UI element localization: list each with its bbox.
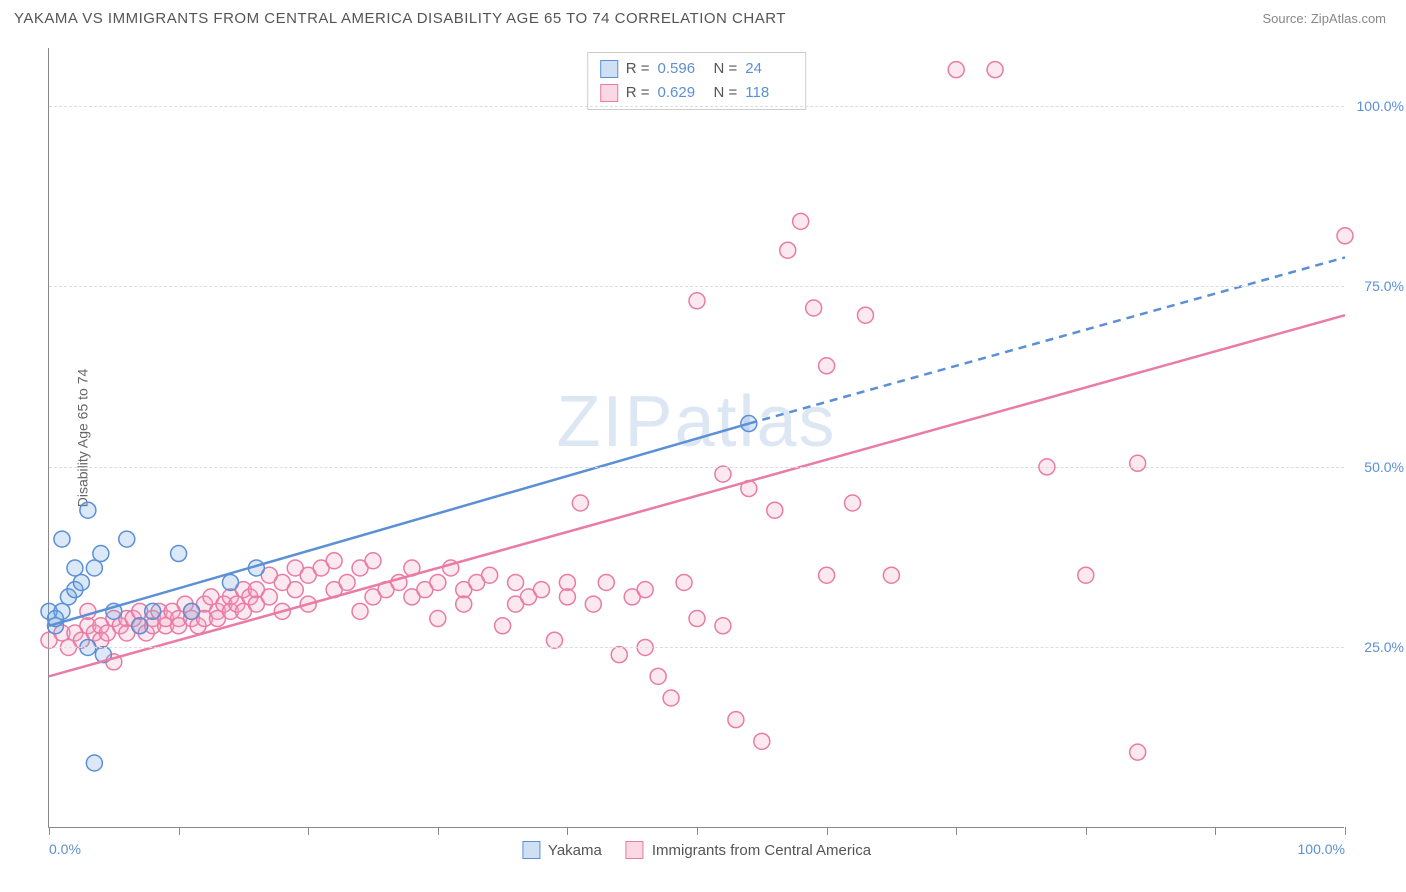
grid-line <box>49 106 1344 107</box>
chart-header: YAKAMA VS IMMIGRANTS FROM CENTRAL AMERIC… <box>0 0 1406 33</box>
y-tick-label: 50.0% <box>1364 459 1404 475</box>
x-tick <box>827 827 828 835</box>
y-tick-label: 100.0% <box>1357 98 1404 114</box>
legend-swatch-yakama <box>522 841 540 859</box>
stats-row-yakama: R = 0.596 N = 24 <box>600 57 794 81</box>
chart-source: Source: ZipAtlas.com <box>1262 11 1386 26</box>
x-tick-label: 0.0% <box>49 841 81 857</box>
legend-item-immigrants: Immigrants from Central America <box>626 841 871 859</box>
stat-n-label: N = <box>714 81 738 105</box>
legend-label-yakama: Yakama <box>548 842 602 859</box>
stat-r-label: R = <box>626 81 650 105</box>
y-tick-label: 75.0% <box>1364 278 1404 294</box>
x-tick <box>49 827 50 835</box>
stat-n-value-immigrants: 118 <box>745 81 793 105</box>
grid-line <box>49 647 1344 648</box>
legend-label-immigrants: Immigrants from Central America <box>652 842 871 859</box>
swatch-yakama <box>600 60 618 78</box>
legend-swatch-immigrants <box>626 841 644 859</box>
y-tick-label: 25.0% <box>1364 639 1404 655</box>
grid-line <box>49 286 1344 287</box>
swatch-immigrants <box>600 84 618 102</box>
grid-line <box>49 467 1344 468</box>
legend-item-yakama: Yakama <box>522 841 602 859</box>
stats-box: R = 0.596 N = 24 R = 0.629 N = 118 <box>587 52 807 110</box>
stat-r-value-yakama: 0.596 <box>658 57 706 81</box>
x-tick-label: 100.0% <box>1298 841 1345 857</box>
x-tick <box>697 827 698 835</box>
stat-r-value-immigrants: 0.629 <box>658 81 706 105</box>
chart-svg <box>49 48 1344 827</box>
chart-title: YAKAMA VS IMMIGRANTS FROM CENTRAL AMERIC… <box>14 10 786 27</box>
chart-plot-area: Disability Age 65 to 74 ZIPatlas R = 0.5… <box>48 48 1344 828</box>
bottom-legend: Yakama Immigrants from Central America <box>522 841 871 859</box>
x-tick <box>1345 827 1346 835</box>
x-tick <box>308 827 309 835</box>
x-tick <box>1215 827 1216 835</box>
stat-n-value-yakama: 24 <box>745 57 793 81</box>
stat-r-label: R = <box>626 57 650 81</box>
x-tick <box>567 827 568 835</box>
x-tick <box>1086 827 1087 835</box>
x-tick <box>438 827 439 835</box>
stat-n-label: N = <box>714 57 738 81</box>
x-tick <box>956 827 957 835</box>
stats-row-immigrants: R = 0.629 N = 118 <box>600 81 794 105</box>
x-tick <box>179 827 180 835</box>
